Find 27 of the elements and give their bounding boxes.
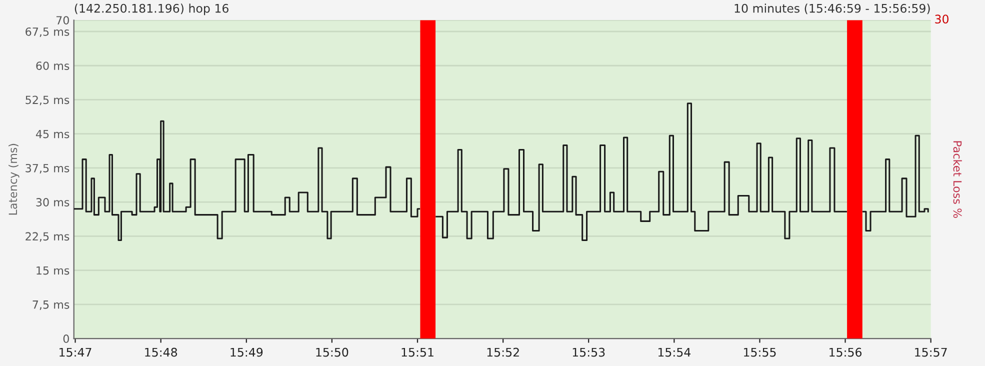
chart-title: (142.250.181.196) hop 16 <box>74 4 228 16</box>
chart-subtitle: 10 minutes (15:46:59 - 15:56:59) <box>734 4 930 14</box>
x-tick-label: 15:57 <box>915 348 947 357</box>
y-tick-label: 0 <box>63 334 69 343</box>
y-tick-label: 60 ms <box>36 62 70 70</box>
y-tick-label: 45 ms <box>36 130 70 138</box>
y-tick-label: 7,5 ms <box>32 300 70 310</box>
y-tick-label: 37,5 ms <box>26 164 70 174</box>
y-tick-label: 70 <box>56 16 69 25</box>
x-tick-label: 15:54 <box>658 348 691 357</box>
y-tick-label: 22,5 ms <box>26 232 70 242</box>
y-axis-title: Latency (ms) <box>8 144 20 215</box>
y-tick-label: 30 ms <box>36 198 70 206</box>
x-tick-label: 15:47 <box>60 348 92 357</box>
x-tick-label: 15:56 <box>830 348 862 357</box>
y2-axis-title: Packet Loss % <box>953 141 962 218</box>
x-tick-label: 15:50 <box>316 348 348 357</box>
x-tick-label: 15:51 <box>402 348 434 357</box>
text: 30 <box>935 14 948 24</box>
y-tick-label: 67,5 ms <box>26 27 70 38</box>
x-tick-label: 15:52 <box>487 348 519 357</box>
x-tick-label: 15:48 <box>145 348 178 357</box>
x-tick-label: 15:55 <box>744 348 776 357</box>
x-tick-label: 15:49 <box>230 348 263 357</box>
y-tick-label: 52,5 ms <box>26 96 70 106</box>
y-tick-label: 15 ms <box>36 266 70 275</box>
x-tick-label: 15:53 <box>572 348 605 357</box>
